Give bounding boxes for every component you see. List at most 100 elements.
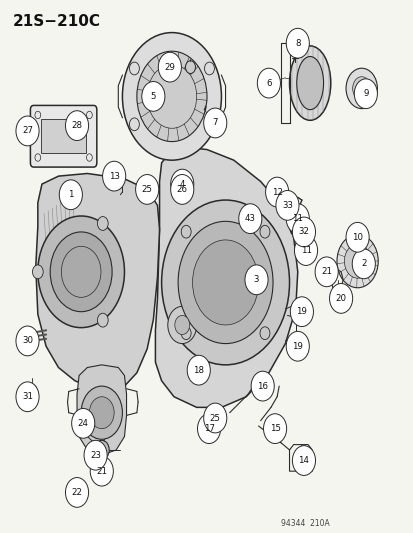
Circle shape	[144, 183, 150, 192]
Circle shape	[181, 225, 191, 238]
Circle shape	[129, 62, 139, 75]
Circle shape	[174, 316, 189, 335]
Text: 24: 24	[78, 419, 88, 428]
Text: 13: 13	[108, 172, 119, 181]
Circle shape	[238, 204, 261, 233]
Circle shape	[16, 326, 39, 356]
Text: 21: 21	[320, 268, 331, 276]
Text: 22: 22	[71, 488, 82, 497]
Text: 4: 4	[179, 180, 185, 189]
Circle shape	[16, 116, 39, 146]
Circle shape	[90, 456, 113, 486]
Text: 32: 32	[298, 228, 309, 237]
Text: 16: 16	[256, 382, 268, 391]
Text: 6: 6	[266, 78, 271, 87]
Circle shape	[259, 327, 269, 340]
Circle shape	[59, 180, 82, 209]
Circle shape	[354, 79, 377, 109]
Circle shape	[102, 161, 126, 191]
Text: 26: 26	[176, 185, 187, 194]
Text: 8: 8	[294, 39, 300, 48]
Circle shape	[265, 177, 288, 207]
Circle shape	[197, 414, 220, 443]
Circle shape	[65, 111, 88, 141]
Circle shape	[285, 204, 309, 233]
Text: 33: 33	[281, 201, 292, 210]
Bar	[41, 119, 86, 154]
Polygon shape	[77, 365, 126, 455]
Text: 20: 20	[335, 294, 346, 303]
Bar	[333, 290, 342, 301]
Circle shape	[178, 221, 272, 344]
Polygon shape	[155, 147, 297, 407]
Circle shape	[137, 51, 206, 142]
Circle shape	[345, 222, 368, 252]
Circle shape	[185, 61, 195, 74]
Circle shape	[26, 384, 37, 398]
Text: 19: 19	[292, 342, 302, 351]
Circle shape	[285, 28, 309, 58]
Text: 14: 14	[298, 456, 309, 465]
Circle shape	[122, 33, 221, 160]
Circle shape	[251, 371, 273, 401]
Text: 23: 23	[90, 451, 101, 460]
Circle shape	[38, 216, 124, 328]
Text: 94344  210A: 94344 210A	[280, 519, 329, 528]
Circle shape	[285, 332, 309, 361]
Circle shape	[89, 397, 114, 429]
Text: 11: 11	[292, 214, 303, 223]
Circle shape	[192, 240, 258, 325]
Text: 25: 25	[141, 185, 152, 194]
Circle shape	[314, 257, 337, 287]
Circle shape	[292, 217, 315, 247]
Text: 29: 29	[164, 63, 175, 71]
Circle shape	[97, 216, 108, 230]
Text: 3: 3	[253, 275, 259, 284]
Circle shape	[161, 200, 289, 365]
Circle shape	[257, 68, 280, 98]
Circle shape	[259, 225, 269, 238]
Circle shape	[170, 169, 193, 199]
Polygon shape	[36, 173, 159, 389]
Circle shape	[32, 265, 43, 279]
Text: 25: 25	[209, 414, 220, 423]
Text: 17: 17	[203, 424, 214, 433]
Text: 18: 18	[193, 366, 204, 375]
Circle shape	[290, 297, 313, 327]
Text: 11: 11	[300, 246, 311, 255]
Ellipse shape	[289, 46, 330, 120]
Circle shape	[81, 386, 122, 439]
Circle shape	[84, 440, 107, 470]
Text: 7: 7	[212, 118, 218, 127]
Text: 5: 5	[150, 92, 156, 101]
Text: 21S−210C: 21S−210C	[13, 14, 101, 29]
Text: 21: 21	[96, 467, 107, 475]
Ellipse shape	[296, 56, 323, 110]
Text: 19: 19	[296, 307, 306, 316]
Text: 2: 2	[360, 260, 366, 268]
Text: 30: 30	[22, 336, 33, 345]
Circle shape	[263, 414, 286, 443]
Circle shape	[351, 249, 375, 279]
Circle shape	[336, 235, 377, 288]
Circle shape	[203, 108, 226, 138]
Circle shape	[244, 265, 268, 295]
Circle shape	[187, 356, 210, 385]
Circle shape	[170, 174, 193, 204]
Text: 12: 12	[271, 188, 282, 197]
Circle shape	[181, 327, 191, 340]
Circle shape	[158, 52, 181, 82]
Circle shape	[167, 306, 196, 344]
Text: 31: 31	[22, 392, 33, 401]
Circle shape	[97, 313, 108, 327]
Circle shape	[275, 190, 298, 220]
FancyBboxPatch shape	[30, 106, 97, 167]
Circle shape	[344, 244, 370, 278]
Circle shape	[135, 174, 158, 204]
Text: 28: 28	[71, 121, 82, 130]
Circle shape	[345, 68, 377, 109]
Text: 10: 10	[351, 233, 362, 242]
Circle shape	[71, 408, 95, 438]
Circle shape	[94, 440, 109, 459]
Circle shape	[142, 82, 164, 111]
